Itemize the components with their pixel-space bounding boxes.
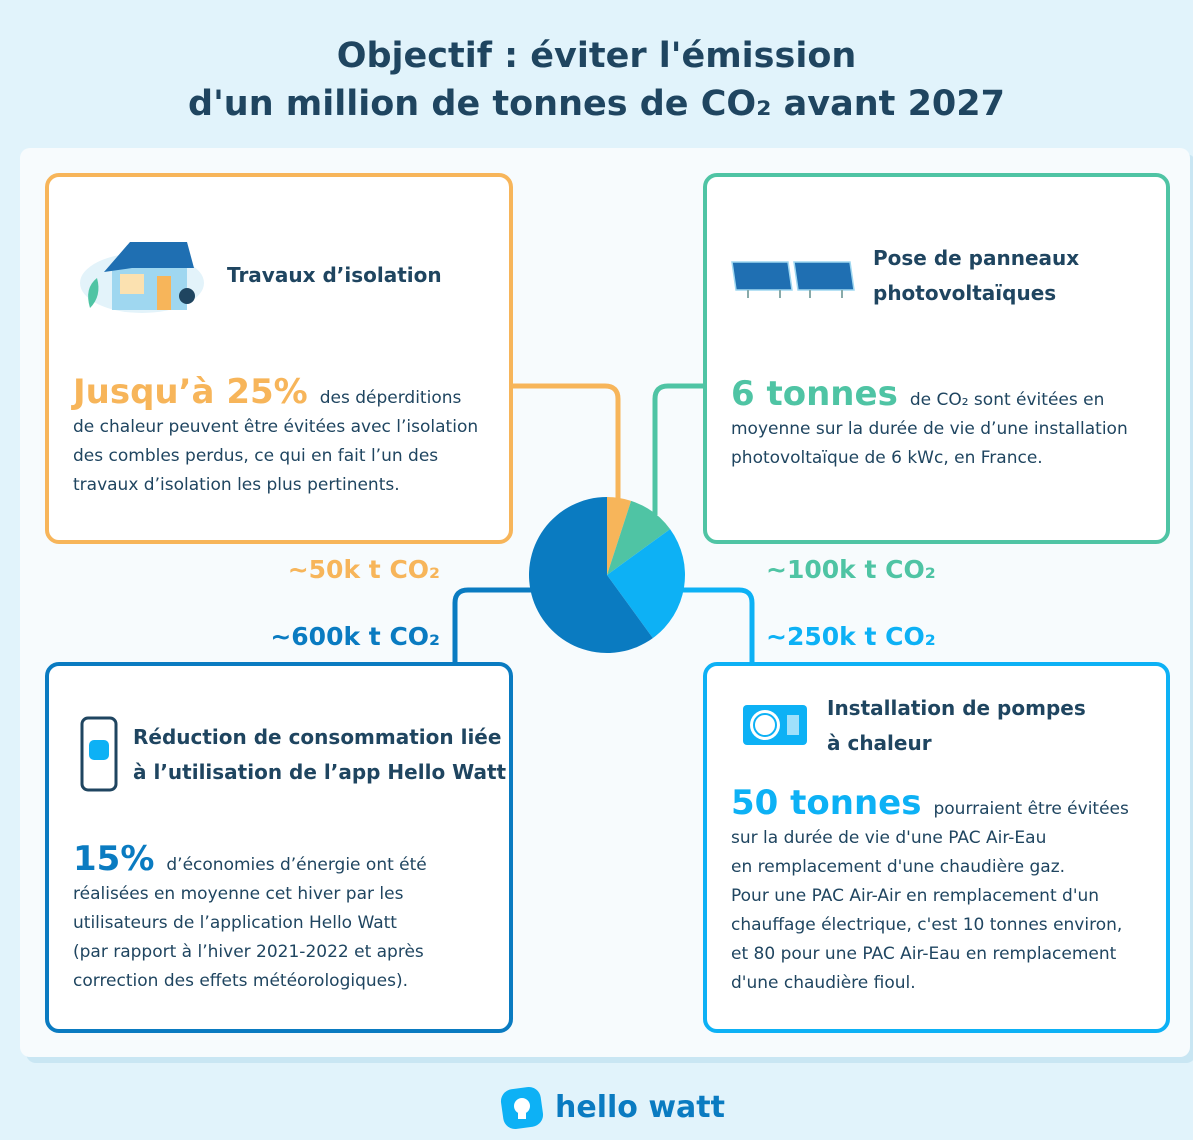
lead: d’économies d’énergie ont été [166,855,426,875]
card-title: Réduction de consommation liée [133,720,501,755]
solar-panel-icon [728,258,860,300]
lead: de CO₂ sont évitées en [910,390,1105,410]
connector [680,590,752,662]
card-title: à chaleur [827,726,932,761]
body-line: chauffage électrique, c'est 10 tonnes en… [731,911,1151,940]
body-line: d'une chaudière fioul. [731,969,1151,998]
pie-chart [527,495,687,655]
body-line: travaux d’isolation les plus pertinents. [73,471,493,500]
body-line: en remplacement d'une chaudière gaz. [731,853,1151,882]
highlight: Jusqu’à 25% [73,372,308,412]
card-title: photovoltaïques [873,276,1056,311]
body-line: des combles perdus, ce qui en fait l’un … [73,442,493,471]
connector [455,590,535,662]
highlight: 6 tonnes [731,374,898,414]
pie-label: ~100k t CO₂ [766,555,936,584]
card-title: à l’utilisation de l’app Hello Watt [133,755,506,790]
card-title: Pose de panneaux [873,241,1079,276]
body-line: utilisateurs de l’application Hello Watt [73,909,493,938]
body-line: Pour une PAC Air-Air en remplacement d'u… [731,882,1151,911]
pie-label: ~250k t CO₂ [766,622,936,651]
body-line: moyenne sur la durée de vie d’une instal… [731,415,1151,444]
card [703,173,1170,544]
lead: pourraient être évitées [933,799,1128,819]
heat-pump-icon [741,703,809,749]
pie-label: ~50k t CO₂ [288,555,440,584]
logo-text: hello watt [555,1090,725,1125]
card-title: Travaux d’isolation [227,258,442,293]
body-line: de chaleur peuvent être évitées avec l’i… [73,413,493,442]
logo-icon [499,1085,545,1131]
first-line: Jusqu’à 25%des déperditions [73,378,493,413]
lead: des déperditions [320,388,462,408]
connector [512,386,618,505]
body-line: sur la durée de vie d'une PAC Air-Eau [731,824,1151,853]
first-line: 15%d’économies d’énergie ont été [73,845,493,880]
phone-icon [80,716,120,792]
card-title: Installation de pompes [827,691,1086,726]
infographic: {"header": {"title_lines": ["Objectif : … [0,0,1193,1140]
body-line: réalisées en moyenne cet hiver par les [73,880,493,909]
body-line: photovoltaïque de 6 kWc, en France. [731,444,1151,473]
highlight: 50 tonnes [731,783,921,823]
pie-label: ~600k t CO₂ [270,622,440,651]
highlight: 15% [73,839,154,879]
body-line: (par rapport à l’hiver 2021-2022 et aprè… [73,938,493,967]
body-line: correction des effets météorologiques). [73,967,493,996]
body-line: et 80 pour une PAC Air-Eau en remplaceme… [731,940,1151,969]
house-icon [72,238,212,313]
